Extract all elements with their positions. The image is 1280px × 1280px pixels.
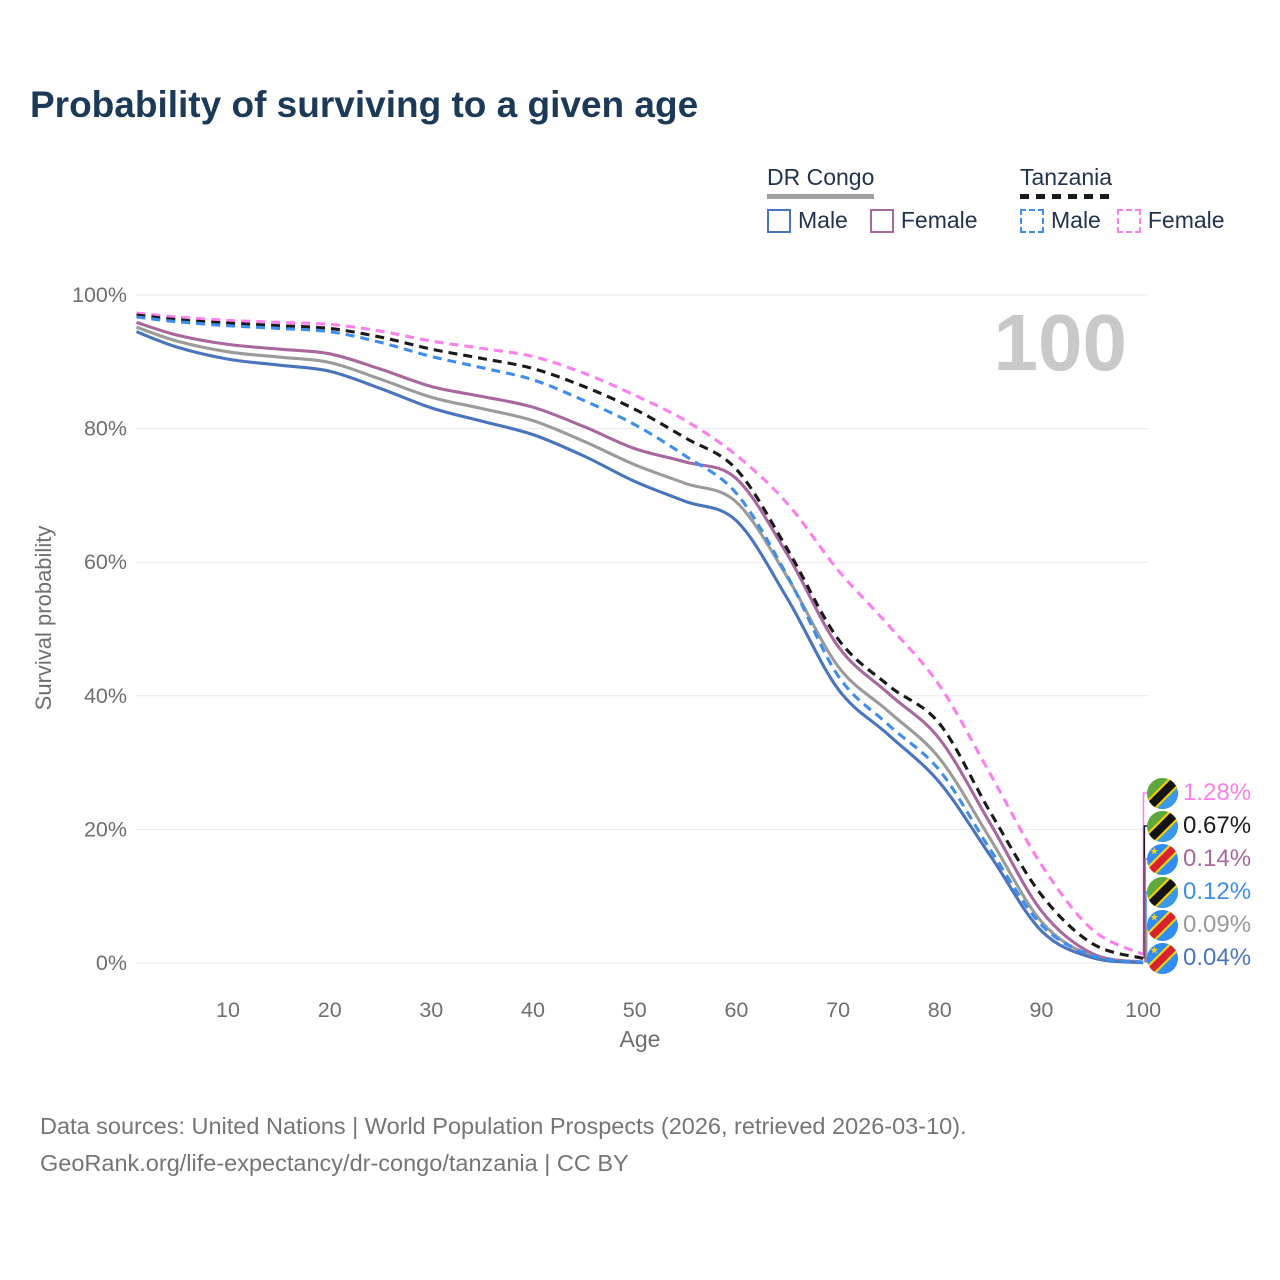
legend-group-dr-congo: DR Congo Male Female	[767, 164, 978, 234]
y-axis-title: Survival probability	[31, 525, 56, 711]
tanzania-female-swatch-icon	[1116, 208, 1141, 233]
svg-text:0%: 0%	[96, 951, 127, 975]
svg-text:90: 90	[1029, 998, 1053, 1022]
end-label-row-tanzania-both: 0.67%	[1147, 810, 1252, 842]
tanzania-flag-icon	[1147, 777, 1178, 809]
svg-text:60: 60	[724, 998, 748, 1022]
tanzania-male-swatch-icon	[1020, 208, 1044, 233]
end-label-value: 0.67%	[1183, 812, 1252, 839]
legend-item-tanzania-male[interactable]: Male	[1020, 207, 1101, 234]
legend-item-label: Female	[1147, 207, 1225, 233]
svg-text:30: 30	[419, 998, 443, 1022]
svg-text:80: 80	[928, 998, 952, 1022]
end-label-row-tanzania-female: 1.28%	[1147, 777, 1252, 809]
legend-item-dr-congo-female[interactable]: Female	[869, 207, 978, 234]
legend-item-tanzania-female[interactable]: Female	[1116, 207, 1225, 234]
end-label-row-dr-congo-male: 0.04%	[1147, 942, 1252, 974]
legend-item-label: Male	[1051, 207, 1101, 233]
svg-text:50: 50	[623, 998, 647, 1022]
end-label-value: 0.04%	[1183, 944, 1252, 971]
svg-text:20%: 20%	[84, 817, 127, 841]
source-url-license-note: GeoRank.org/life-expectancy/dr-congo/tan…	[40, 1150, 629, 1176]
dr-congo-flag-icon	[1147, 909, 1178, 941]
svg-text:40%: 40%	[84, 684, 127, 708]
dr-congo-flag-icon	[1147, 942, 1178, 974]
solid-line-sample-icon	[767, 194, 875, 199]
tanzania-flag-icon	[1147, 876, 1178, 908]
end-label-value: 0.12%	[1183, 878, 1252, 905]
end-label-row-tanzania-male: 0.12%	[1147, 876, 1252, 908]
end-label-row-dr-congo-female: 0.14%	[1147, 843, 1252, 875]
svg-text:80%: 80%	[84, 417, 127, 441]
svg-text:70: 70	[826, 998, 850, 1022]
footer: Data sources: United Nations | World Pop…	[40, 1108, 967, 1182]
x-axis-title: Age	[619, 1026, 661, 1052]
legend-item-dr-congo-male[interactable]: Male	[767, 207, 848, 234]
svg-text:60%: 60%	[84, 550, 127, 574]
dr-congo-flag-icon	[1147, 843, 1178, 875]
data-sources-note: Data sources: United Nations | World Pop…	[40, 1113, 967, 1139]
svg-text:10: 10	[216, 998, 240, 1022]
tanzania-flag-icon	[1147, 810, 1178, 842]
legend-item-label: Male	[798, 207, 848, 233]
legend-group-tanzania: Tanzania Male Female	[1020, 164, 1225, 234]
svg-text:40: 40	[521, 998, 545, 1022]
age-watermark: 100	[993, 298, 1127, 387]
dr-congo-male-swatch-icon	[767, 208, 791, 233]
legend-country-label-dr-congo: DR Congo	[767, 164, 875, 190]
svg-text:20: 20	[318, 998, 342, 1022]
end-label-value: 1.28%	[1183, 779, 1252, 806]
dashed-line-sample-icon	[1020, 194, 1113, 199]
end-label-row-dr-congo-both: 0.09%	[1147, 909, 1252, 941]
svg-text:100: 100	[1125, 998, 1161, 1022]
end-label-value: 0.14%	[1183, 845, 1252, 872]
legend-item-label: Female	[900, 207, 978, 233]
legend-country-label-tanzania: Tanzania	[1020, 164, 1113, 190]
svg-text:100%: 100%	[72, 283, 127, 307]
page-title: Probability of surviving to a given age	[30, 84, 699, 125]
end-label-value: 0.09%	[1183, 911, 1252, 938]
dr-congo-female-swatch-icon	[869, 208, 894, 233]
